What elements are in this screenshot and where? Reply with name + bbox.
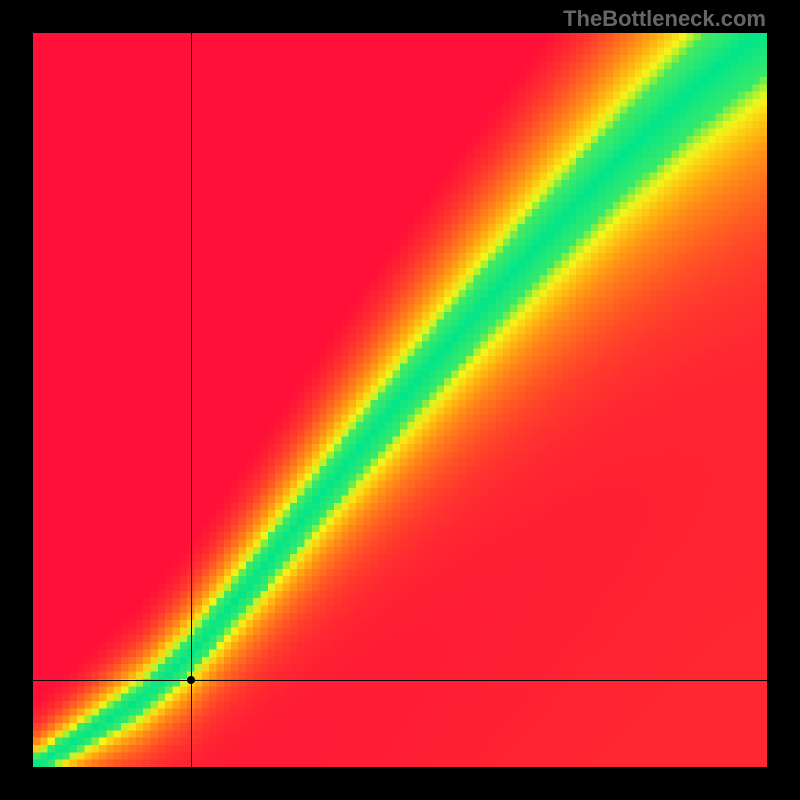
heatmap-plot-area [33, 33, 767, 767]
watermark-text: TheBottleneck.com [563, 6, 766, 32]
crosshair-marker-dot [187, 676, 195, 684]
crosshair-vertical-line [191, 33, 192, 767]
heatmap-canvas [33, 33, 767, 767]
crosshair-horizontal-line [33, 680, 767, 681]
